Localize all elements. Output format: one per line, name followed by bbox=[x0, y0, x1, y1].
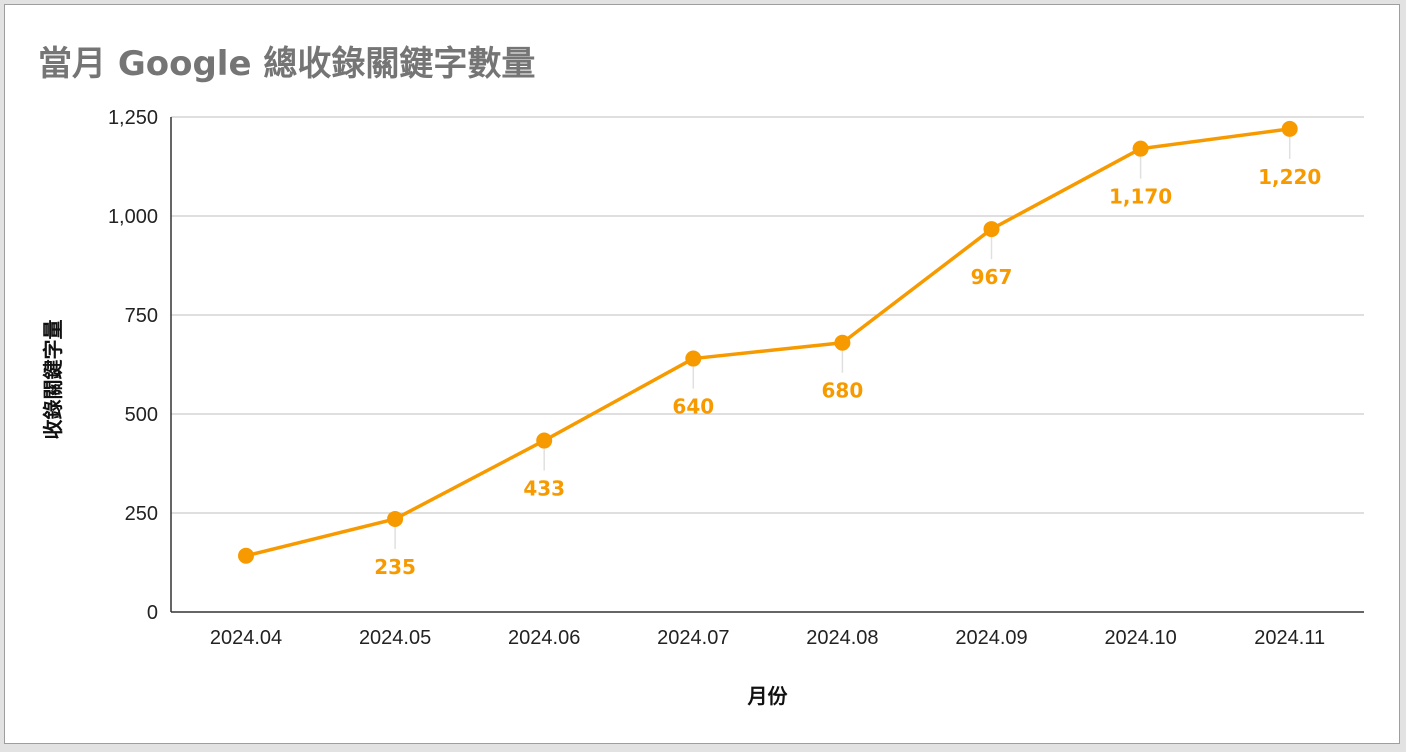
data-label: 1,170 bbox=[1109, 185, 1172, 209]
data-label: 680 bbox=[822, 379, 864, 403]
data-point[interactable] bbox=[238, 547, 254, 564]
series-line-path bbox=[245, 127, 1290, 558]
data-point[interactable] bbox=[387, 510, 404, 527]
data-label: 433 bbox=[523, 477, 565, 501]
y-tick-labels: 0 250 500 750 1,000 1,250 bbox=[108, 107, 158, 624]
y-tick-label: 500 bbox=[125, 404, 158, 426]
x-tick-label: 2024.04 bbox=[210, 627, 282, 649]
series-line bbox=[245, 127, 1290, 558]
axes bbox=[170, 117, 1364, 613]
data-point[interactable] bbox=[834, 334, 851, 351]
x-tick-label: 2024.07 bbox=[657, 627, 729, 649]
data-point[interactable] bbox=[685, 350, 702, 367]
data-label: 640 bbox=[672, 395, 714, 419]
gridlines bbox=[171, 116, 1364, 514]
data-labels: 235 433 640 680 967 1,170 1,220 bbox=[374, 165, 1321, 579]
x-tick-label: 2024.11 bbox=[1254, 627, 1325, 649]
data-points bbox=[238, 120, 1298, 564]
x-axis-title: 月份 bbox=[747, 684, 789, 708]
data-label: 235 bbox=[374, 555, 416, 579]
x-tick-label: 2024.05 bbox=[359, 627, 431, 649]
y-tick-label: 750 bbox=[125, 305, 158, 327]
data-point[interactable] bbox=[536, 432, 553, 449]
x-tick-label: 2024.09 bbox=[955, 627, 1027, 649]
chart-card[interactable] bbox=[4, 4, 1400, 744]
data-label: 967 bbox=[971, 265, 1013, 289]
label-leaders bbox=[394, 136, 1291, 549]
y-tick-label: 250 bbox=[125, 503, 158, 525]
y-tick-label: 1,250 bbox=[108, 107, 158, 129]
chart-title: 當月 Google 總收錄關鍵字數量 bbox=[38, 44, 536, 84]
x-tick-labels: 2024.04 2024.05 2024.06 2024.07 2024.08 2024.… bbox=[210, 627, 1325, 649]
data-point[interactable] bbox=[1281, 120, 1298, 137]
data-point[interactable] bbox=[1132, 140, 1149, 157]
x-tick-label: 2024.06 bbox=[508, 627, 580, 649]
data-point[interactable] bbox=[983, 221, 1000, 238]
y-axis-title: 收錄關鍵字量 bbox=[41, 320, 65, 440]
x-tick-label: 2024.10 bbox=[1104, 627, 1176, 649]
y-tick-label: 1,000 bbox=[108, 206, 158, 228]
data-label: 1,220 bbox=[1258, 165, 1321, 189]
x-tick-label: 2024.08 bbox=[806, 627, 878, 649]
y-tick-label: 0 bbox=[147, 602, 158, 624]
